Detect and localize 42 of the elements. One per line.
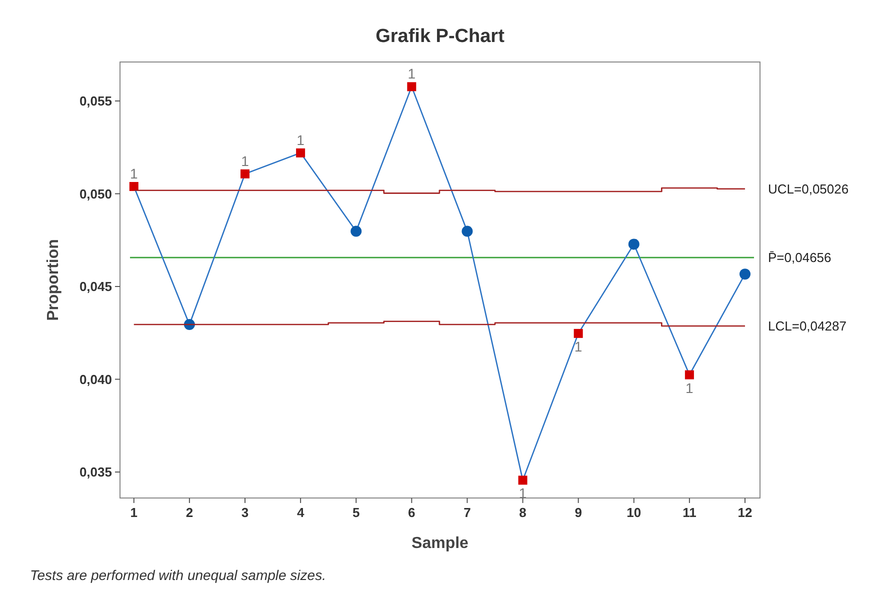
x-tick-label: 4: [296, 505, 305, 520]
text: Tests are performed with unequal sample sizes.: [30, 567, 326, 583]
annotation: 1: [408, 66, 416, 82]
point: [129, 182, 138, 191]
y-tick-label: 0,055: [79, 94, 112, 109]
y-tick-label: 0,045: [79, 279, 112, 294]
point: [574, 328, 583, 338]
annotation: 1: [574, 338, 582, 354]
point: [350, 226, 362, 237]
x-axis-title: Sample: [412, 535, 469, 552]
annotation: 1: [518, 485, 527, 502]
point: [628, 238, 640, 250]
x-tick-label: 12: [738, 505, 752, 520]
series-label: UCL=0,05026: [768, 181, 849, 196]
x-tick-label: 2: [186, 505, 194, 520]
point: [518, 476, 528, 485]
point: [240, 169, 250, 178]
point: [740, 268, 750, 280]
x-tick-label: 6: [408, 505, 416, 520]
y-tick-label: 0,035: [79, 464, 112, 480]
point: [684, 370, 694, 380]
chart-title: Grafik P-Chart: [376, 26, 506, 47]
y-tick-label: 0,040: [79, 372, 112, 387]
annotation: 1: [296, 132, 305, 148]
x-tick-label: 11: [682, 505, 696, 520]
point: [296, 148, 306, 158]
x-tick-label: 10: [626, 505, 642, 520]
x-tick-label: 7: [464, 505, 471, 520]
y-tick-label: 0,050: [79, 186, 112, 202]
series-label: LCL=0,04287: [768, 318, 846, 334]
ref-line-label: P̄=0,04656: [768, 250, 832, 266]
point: [407, 82, 416, 92]
x-tick-label: 9: [574, 505, 582, 520]
annotation: 1: [241, 152, 250, 169]
point: [462, 226, 473, 237]
annotation: 1: [130, 165, 138, 182]
annotation: 1: [686, 380, 694, 396]
x-tick-label: 5: [352, 505, 360, 520]
y-axis-title: Proportion: [45, 239, 62, 321]
x-tick-label: 3: [241, 505, 249, 520]
x-tick-label: 1: [130, 505, 138, 520]
x-tick-label: 8: [519, 505, 526, 520]
